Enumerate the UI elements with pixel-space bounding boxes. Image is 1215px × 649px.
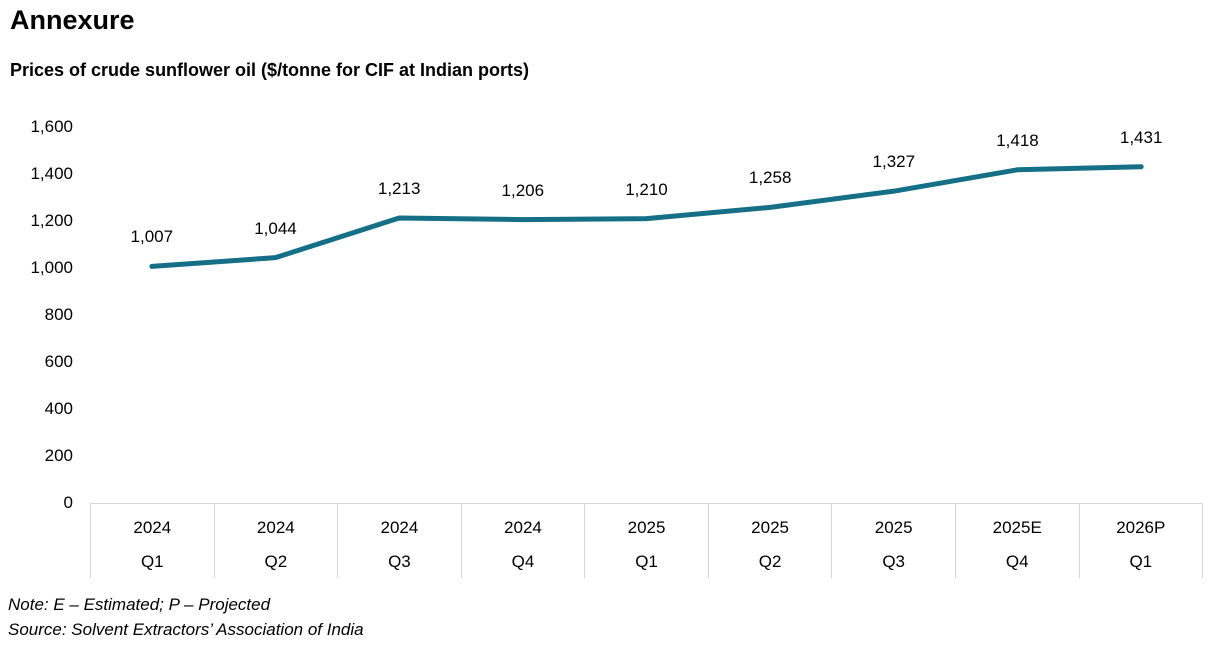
x-axis-quarter-label: Q1 xyxy=(635,552,658,571)
x-axis-year-label: 2024 xyxy=(133,518,172,537)
data-point-label: 1,431 xyxy=(1119,127,1163,147)
note-text: Note: E – Estimated; P – Projected xyxy=(8,595,271,614)
x-axis-quarter-label: Q2 xyxy=(758,552,782,571)
data-point-label: 1,327 xyxy=(872,152,916,172)
x-axis-category-cell: 2024 Q4 xyxy=(460,504,585,578)
x-axis-year-label: 2024 xyxy=(504,518,542,537)
x-axis-quarter-label: Q3 xyxy=(388,552,411,571)
x-axis-year-label: 2025 xyxy=(627,518,666,537)
x-axis-category-cell: 2025 Q3 xyxy=(831,504,955,578)
y-axis-tick-label: 800 xyxy=(44,305,73,324)
x-axis-quarter-label: Q4 xyxy=(1005,552,1029,571)
x-axis-year-label: 2025 xyxy=(751,518,789,537)
x-axis-category-cell: 2024 Q3 xyxy=(337,504,461,578)
page-title: Annexure xyxy=(10,5,135,35)
data-point-label: 1,418 xyxy=(996,130,1039,150)
x-axis-year-label: 2025 xyxy=(874,518,913,537)
x-axis-quarter-label: Q3 xyxy=(882,552,905,571)
x-axis-year-label: 2025E xyxy=(992,518,1042,537)
data-point-label: 1,044 xyxy=(254,218,297,238)
y-axis-tick-label: 1,200 xyxy=(30,211,73,230)
x-axis-year-label: 2024 xyxy=(256,518,295,537)
data-point-label: 1,007 xyxy=(130,227,174,247)
data-point-label: 1,258 xyxy=(748,168,792,188)
x-axis-category-cell: 2024 Q1 xyxy=(90,504,214,578)
x-axis-category-cell: 2026P Q1 xyxy=(1078,504,1204,578)
x-axis-category-cell: 2025 Q2 xyxy=(707,504,832,578)
y-axis-tick-label: 1,600 xyxy=(30,117,73,136)
x-axis-category-cell: 2025 Q1 xyxy=(584,504,708,578)
x-axis-quarter-label: Q1 xyxy=(140,552,164,571)
y-axis-tick-label: 200 xyxy=(44,446,73,465)
x-axis-category-table: 2024 Q1 2024 Q2 2024 Q3 2024 Q4 2025 Q1 2025 Q2 2025… xyxy=(90,503,1204,578)
x-axis-quarter-label: Q2 xyxy=(264,552,288,571)
y-axis-tick-label: 1,000 xyxy=(30,258,73,277)
source-text: Source: Solvent Extractors’ Association … xyxy=(8,620,364,639)
x-axis-year-label: 2026P xyxy=(1116,518,1166,537)
y-axis-tick-label: 600 xyxy=(44,352,73,371)
chart-title: Prices of crude sunflower oil ($/tonne f… xyxy=(10,60,530,80)
x-axis-quarter-label: Q1 xyxy=(1129,552,1153,571)
data-point-label: 1,210 xyxy=(625,179,668,199)
data-point-label: 1,213 xyxy=(377,178,421,198)
footnotes: Note: E – Estimated; P – Projected Sourc… xyxy=(8,592,364,642)
x-axis-year-label: 2024 xyxy=(380,518,419,537)
y-axis-tick-label: 0 xyxy=(63,493,73,512)
x-axis-category-cell: 2024 Q2 xyxy=(213,504,338,578)
data-point-label: 1,206 xyxy=(501,180,545,200)
y-axis-tick-label: 1,400 xyxy=(30,164,73,183)
y-axis-tick-label: 400 xyxy=(44,399,73,418)
x-axis-category-cell: 2025E Q4 xyxy=(954,504,1079,578)
x-axis-quarter-label: Q4 xyxy=(511,552,535,571)
